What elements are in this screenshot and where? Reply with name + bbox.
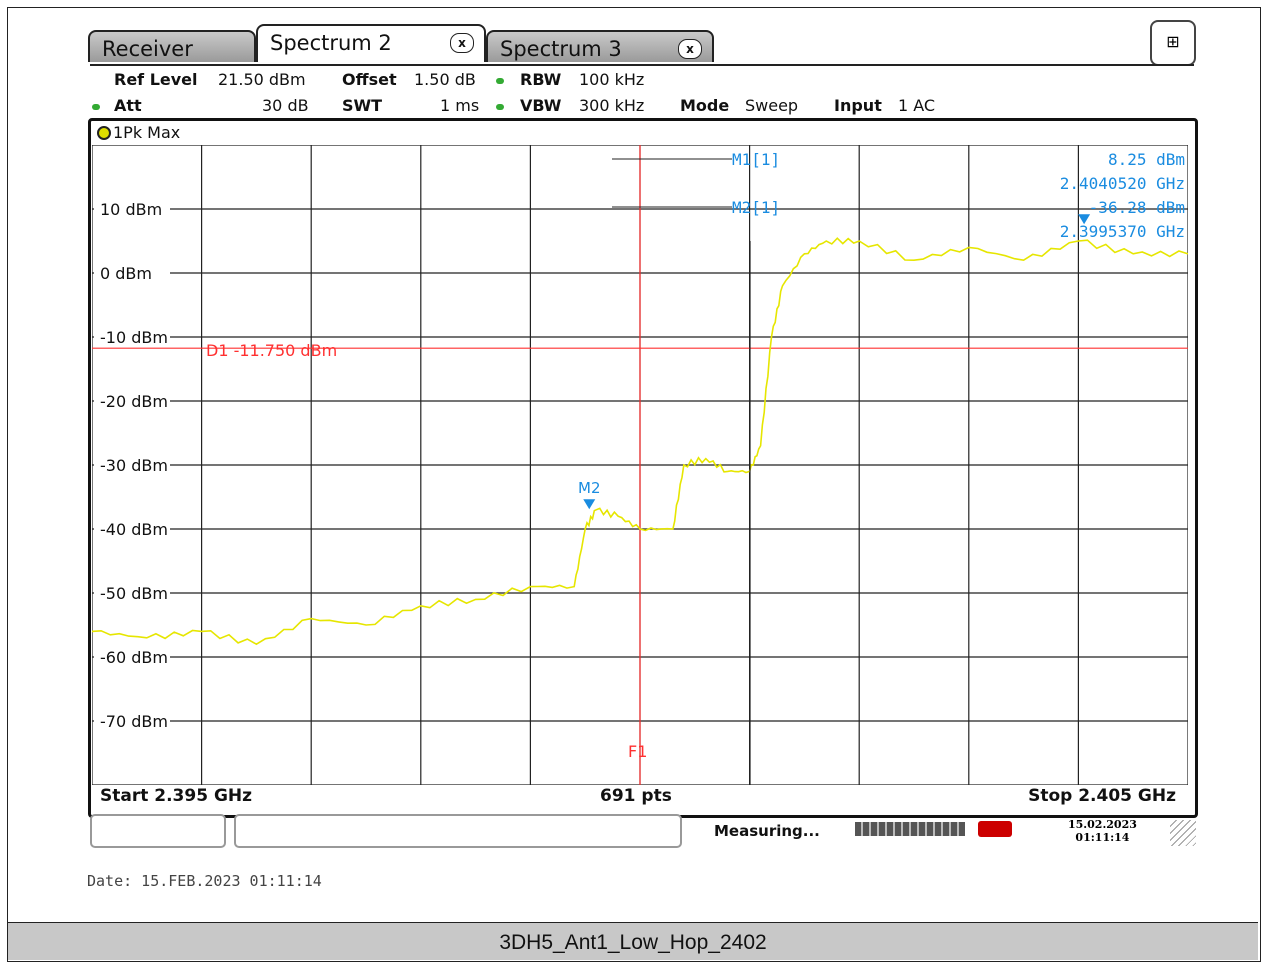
marker-readout-label: M2[1]: [732, 198, 780, 217]
stop-frequency-label[interactable]: Stop 2.405 GHz: [1028, 786, 1176, 806]
display-config-icon: ⊞: [1166, 32, 1180, 51]
tab-spectrum-2-label: Spectrum 2: [270, 31, 392, 55]
spectrum-chart[interactable]: 10 dBm 0 dBm -10 dBm -20 dBm -30 dBm -40 dBm -…: [92, 145, 1188, 785]
y-tick-label: -60 dBm: [100, 648, 168, 667]
swt-value[interactable]: 1 ms: [440, 96, 480, 115]
footer-date: Date: 15.FEB.2023 01:11:14: [87, 872, 322, 890]
y-tick-label: 0 dBm: [100, 264, 152, 283]
vbw-value[interactable]: 300 kHz: [579, 96, 645, 115]
marker-name-label: M2: [578, 479, 601, 497]
display-config-button[interactable]: ⊞: [1150, 20, 1196, 66]
rbw-label: RBW: [520, 70, 562, 89]
offset-label: Offset: [342, 70, 397, 89]
trace-indicator-icon: [97, 126, 111, 140]
y-tick-label-bg: [94, 390, 170, 410]
y-tick-label-bg: [94, 710, 170, 730]
y-tick-label: -20 dBm: [100, 392, 168, 411]
y-tick-label-bg: [94, 582, 170, 602]
mode-label: Mode: [680, 96, 730, 115]
tab-receiver-label: Receiver: [102, 37, 193, 61]
plot-panel: 1Pk Max: [88, 118, 1198, 818]
y-tick-label-bg: [94, 326, 170, 346]
y-tick-label: -10 dBm: [100, 328, 168, 347]
swt-label: SWT: [342, 96, 383, 115]
att-value[interactable]: 30 dB: [262, 96, 309, 115]
status-field-1[interactable]: [90, 814, 226, 848]
vbw-coupled-icon: [496, 104, 504, 110]
input-value[interactable]: 1 AC: [898, 96, 936, 115]
offset-value[interactable]: 1.50 dB: [414, 70, 476, 89]
y-tick-label: -50 dBm: [100, 584, 168, 603]
tab-spectrum-3[interactable]: Spectrum 3 x: [486, 30, 714, 62]
settings-bar: Ref Level 21.50 dBm Offset 1.50 dB RBW 1…: [90, 64, 1194, 120]
sweep-progress-bar: [855, 822, 965, 836]
att-label: Att: [114, 96, 142, 115]
att-coupled-icon: [92, 104, 100, 110]
vbw-label: VBW: [520, 96, 562, 115]
ref-level-value[interactable]: 21.50 dBm: [218, 70, 306, 89]
y-tick-label-bg: [94, 454, 170, 474]
status-date: 15.02.2023: [1068, 818, 1137, 831]
trace-label-text: 1Pk Max: [113, 123, 181, 142]
caption-bar: 3DH5_Ant1_Low_Hop_2402: [8, 922, 1258, 960]
overload-indicator-icon: [978, 821, 1012, 837]
tab-spectrum-3-label: Spectrum 3: [500, 37, 622, 61]
rbw-value[interactable]: 100 kHz: [579, 70, 645, 89]
marker-readout-level: -36.28 dBm: [1089, 198, 1185, 217]
marker-triangle-icon: [1078, 214, 1091, 225]
tab-receiver[interactable]: Receiver: [88, 30, 256, 62]
y-tick-label-bg: [94, 646, 170, 666]
resize-grip-icon[interactable]: [1170, 820, 1196, 846]
close-tab-spectrum-3-button[interactable]: x: [678, 39, 702, 59]
marker-triangle-icon: [583, 499, 596, 510]
trace-1-line: [92, 237, 1188, 646]
marker-readout-label: M1[1]: [732, 150, 780, 169]
marker-readout-level: 8.25 dBm: [1108, 150, 1185, 169]
input-label: Input: [834, 96, 882, 115]
y-tick-label: -40 dBm: [100, 520, 168, 539]
status-time: 01:11:14: [1075, 831, 1130, 844]
tab-spectrum-2[interactable]: Spectrum 2 x: [256, 24, 486, 62]
y-tick-label: 10 dBm: [100, 200, 162, 219]
points-label[interactable]: 691 pts: [600, 786, 672, 806]
status-bar: Measuring... 15.02.2023 01:11:14: [88, 812, 1196, 848]
y-tick-label: -30 dBm: [100, 456, 168, 475]
marker-readout-frequency: 2.4040520 GHz: [1060, 174, 1185, 193]
measuring-status: Measuring...: [714, 822, 820, 840]
y-tick-label-bg: [94, 518, 170, 538]
trace-label[interactable]: 1Pk Max: [97, 123, 180, 142]
sweep-range-bar: Start 2.395 GHz 691 pts Stop 2.405 GHz: [92, 786, 1188, 810]
y-tick-label-bg: [94, 198, 170, 218]
rbw-coupled-icon: [496, 78, 504, 84]
mode-value[interactable]: Sweep: [745, 96, 799, 115]
y-tick-label-bg: [94, 262, 170, 282]
status-field-2[interactable]: [234, 814, 682, 848]
status-datetime: 15.02.2023 01:11:14: [1068, 818, 1137, 844]
y-tick-label: -70 dBm: [100, 712, 168, 731]
marker-readout-frequency: 2.3995370 GHz: [1060, 222, 1185, 241]
display-line-label: D1 -11.750 dBm: [206, 341, 337, 360]
frequency-line-label: F1: [628, 742, 647, 761]
close-tab-spectrum-2-button[interactable]: x: [450, 33, 474, 53]
start-frequency-label[interactable]: Start 2.395 GHz: [100, 786, 253, 806]
ref-level-label: Ref Level: [114, 70, 198, 89]
